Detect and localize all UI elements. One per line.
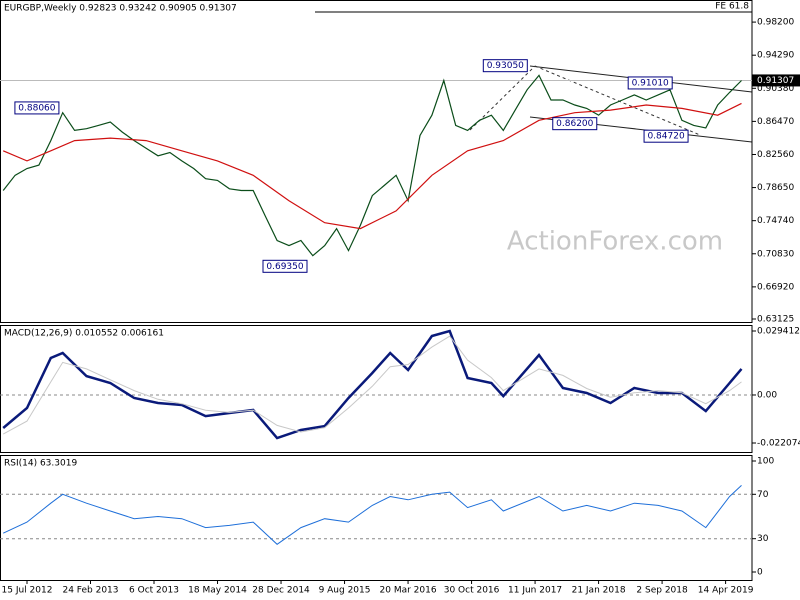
current-price-box bbox=[752, 74, 800, 87]
y-tick-label: 0.98200 bbox=[757, 18, 794, 28]
panel-frame bbox=[0, 0, 753, 323]
watermark: ActionForex.com bbox=[507, 227, 723, 257]
y-tick-label: 0.63125 bbox=[757, 314, 794, 324]
y-tick-label: 70 bbox=[757, 490, 769, 500]
y-tick-label: 100 bbox=[757, 456, 774, 466]
annotation-label: 0.86200 bbox=[556, 119, 593, 129]
x-tick-label: 30 Oct 2016 bbox=[444, 586, 500, 596]
y-tick-label: -0.022074 bbox=[757, 439, 800, 449]
x-tick-label: 14 Apr 2019 bbox=[698, 586, 754, 596]
x-tick-label: 9 Aug 2015 bbox=[319, 586, 371, 596]
x-tick-label: 24 Feb 2013 bbox=[62, 586, 118, 596]
annotation-label: 0.69350 bbox=[266, 262, 303, 272]
x-tick-label: 18 May 2014 bbox=[188, 586, 247, 596]
x-tick-label: 11 Jun 2017 bbox=[508, 586, 562, 596]
y-tick-label: 0 bbox=[757, 568, 763, 578]
y-tick-label: 0.70830 bbox=[757, 249, 794, 259]
annotation-label: 0.91010 bbox=[632, 78, 669, 88]
y-tick-label: 0.90380 bbox=[757, 84, 794, 94]
panel-title: EURGBP,Weekly 0.92823 0.93242 0.90905 0.… bbox=[4, 4, 237, 14]
annotation-box bbox=[262, 259, 308, 273]
x-tick-label: 15 Jul 2012 bbox=[2, 586, 53, 596]
x-tick-label: 21 Jan 2018 bbox=[572, 586, 626, 596]
x-tick-label: 2 Sep 2018 bbox=[636, 586, 688, 596]
annotation-box bbox=[14, 101, 60, 115]
y-tick-label: 0.029412 bbox=[757, 326, 800, 336]
annotation-label: 0.93050 bbox=[487, 61, 524, 71]
series-line bbox=[2, 74, 742, 257]
panel-title: MACD(12,26,9) 0.010552 0.006161 bbox=[4, 329, 164, 339]
y-tick-label: 0.66920 bbox=[757, 282, 794, 292]
panel-title: RSI(14) 63.3019 bbox=[4, 459, 77, 469]
annotation-box bbox=[482, 59, 528, 73]
y-tick-label: 0.74740 bbox=[757, 216, 794, 226]
x-tick-label: 20 Mar 2016 bbox=[380, 586, 437, 596]
series-line bbox=[2, 335, 742, 435]
fe-label: FE 61.8 bbox=[715, 2, 749, 12]
y-tick-label: 0.94290 bbox=[757, 51, 794, 61]
x-tick-label: 28 Dec 2014 bbox=[252, 586, 310, 596]
y-tick-label: 0.00 bbox=[757, 390, 777, 400]
y-tick-label: 0.82560 bbox=[757, 150, 794, 160]
annotation-label: 0.88060 bbox=[18, 103, 55, 113]
annotation-box bbox=[552, 117, 598, 131]
annotation-label: 0.84720 bbox=[647, 132, 684, 142]
series-line bbox=[2, 485, 742, 545]
y-tick-label: 0.86470 bbox=[757, 117, 794, 127]
series-line bbox=[2, 102, 742, 230]
panel-frame bbox=[0, 455, 753, 581]
annotation-box bbox=[643, 129, 689, 143]
y-tick-label: 30 bbox=[757, 534, 769, 544]
y-tick-label: 0.78650 bbox=[757, 183, 794, 193]
panel-frame bbox=[0, 325, 753, 453]
current-price-label: 0.91307 bbox=[757, 76, 794, 86]
x-tick-label: 6 Oct 2013 bbox=[129, 586, 179, 596]
annotation-box bbox=[627, 76, 673, 90]
